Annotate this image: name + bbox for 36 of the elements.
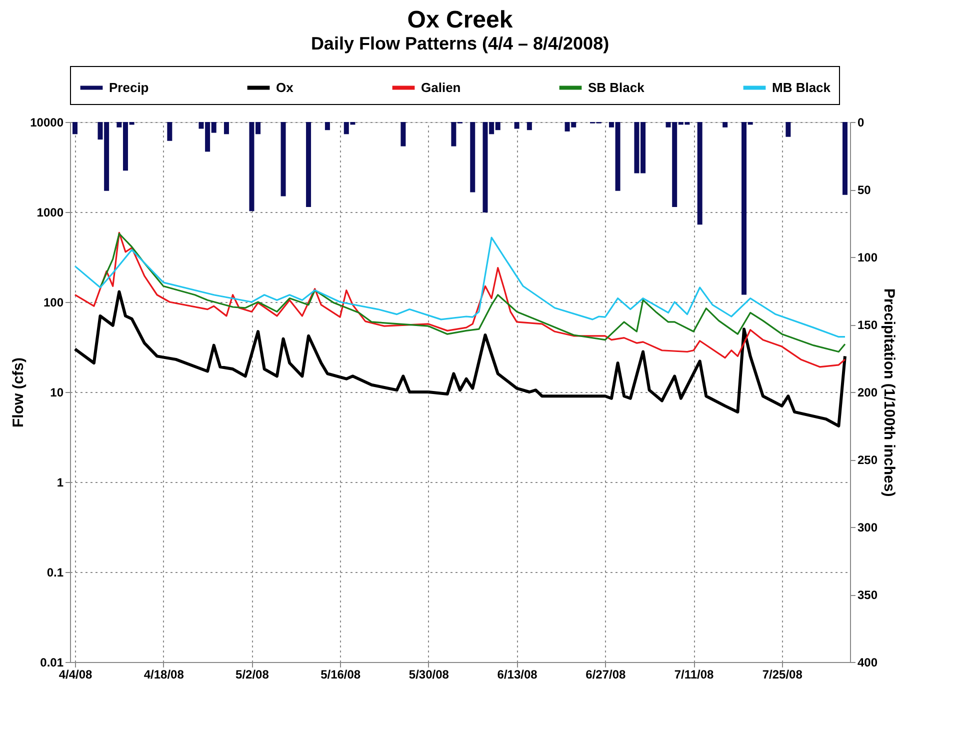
x-tick-label: 6/13/08 (497, 668, 538, 682)
x-tick-label: 6/27/08 (586, 668, 626, 682)
x-tick-label: 7/25/08 (762, 668, 803, 682)
x-tick-label: 7/11/08 (674, 668, 714, 682)
legend-label: MB Black (772, 80, 832, 95)
y2-tick-label: 300 (858, 520, 878, 534)
y-tick-label: 0.01 (40, 656, 64, 670)
y-axis-title: Flow (cfs) (10, 358, 28, 428)
y-tick-label: 0.1 (46, 566, 64, 580)
chart-subtitle: Daily Flow Patterns (4/4 – 8/4/2008) (310, 34, 610, 54)
legend-label: Precip (109, 80, 149, 95)
y2-tick-label: 200 (858, 386, 878, 400)
chart-title: Ox Creek (407, 6, 514, 34)
y2-tick-label: 0 (858, 116, 864, 130)
y-tick-label: 1000 (36, 206, 64, 220)
line-series (74, 236, 846, 338)
y2-tick-label: 350 (858, 588, 878, 602)
line-series (74, 290, 846, 428)
legend-label: Ox (276, 80, 294, 95)
x-tick-label: 4/4/08 (58, 668, 92, 682)
legend-label: SB Black (588, 80, 646, 95)
x-tick-label: 5/30/08 (408, 668, 450, 682)
legend-label: Galien (421, 80, 461, 95)
y2-tick-label: 100 (858, 250, 878, 264)
x-tick-label: 5/2/08 (236, 668, 270, 682)
x-tick-label: 5/16/08 (320, 668, 361, 682)
y2-tick-label: 400 (858, 656, 878, 670)
y2-tick-label: 150 (858, 318, 878, 332)
y2-tick-label: 50 (858, 183, 872, 197)
y2-axis-title: Precipitation (1/100th inches) (880, 288, 898, 497)
y-tick-label: 100 (43, 296, 64, 310)
y2-tick-label: 250 (858, 453, 878, 467)
y-tick-label: 1 (56, 476, 64, 490)
y-tick-label: 10 (50, 386, 64, 400)
y-tick-label: 10000 (30, 116, 64, 130)
x-tick-label: 4/18/08 (144, 668, 184, 682)
